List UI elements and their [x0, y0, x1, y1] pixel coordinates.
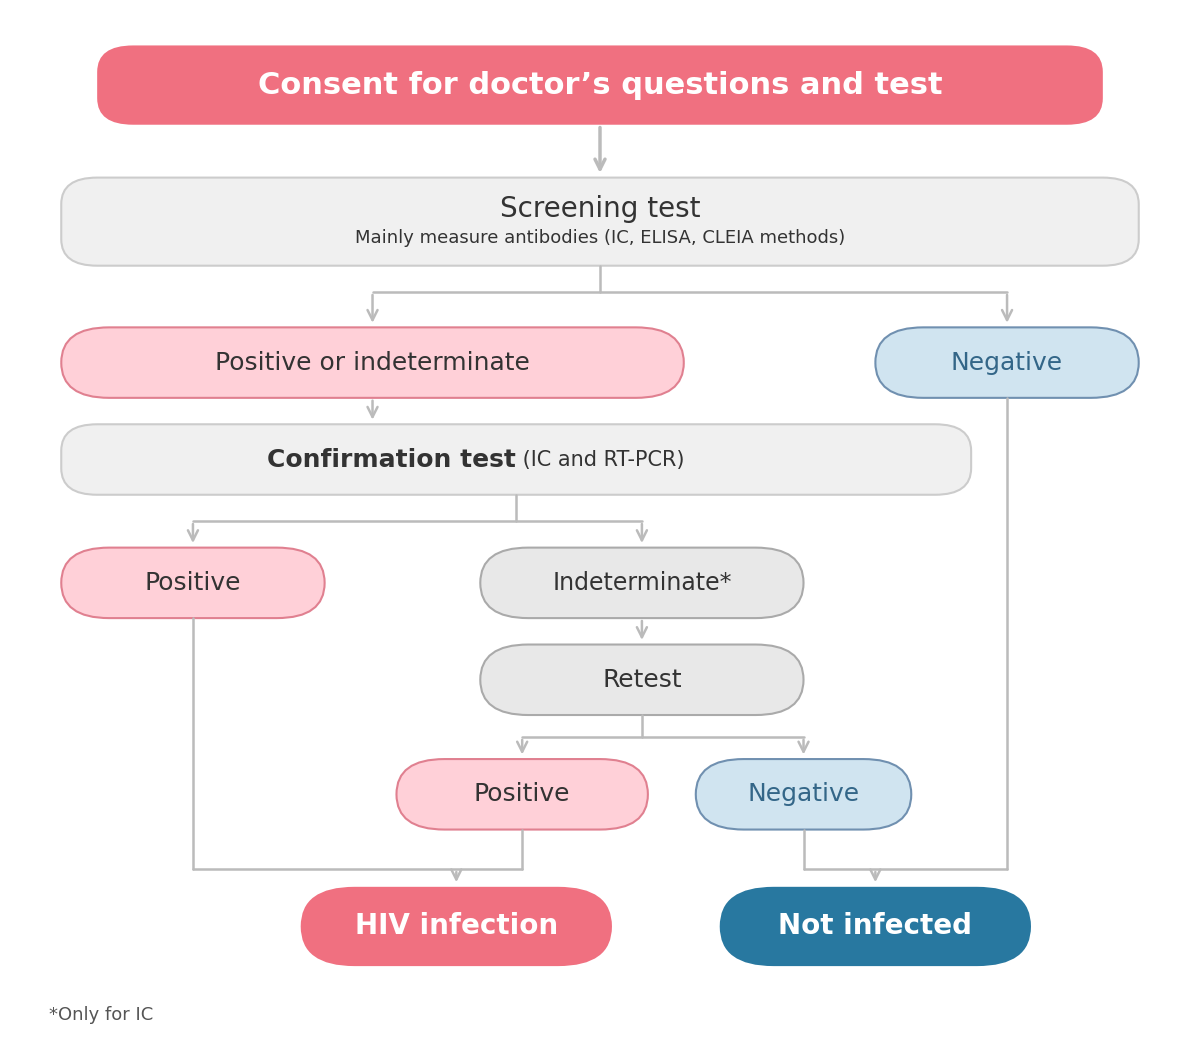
FancyBboxPatch shape — [480, 644, 804, 716]
Text: Mainly measure antibodies (IC, ELISA, CLEIA methods): Mainly measure antibodies (IC, ELISA, CL… — [355, 229, 845, 247]
Text: Indeterminate*: Indeterminate* — [552, 571, 732, 595]
FancyBboxPatch shape — [301, 887, 612, 966]
Text: HIV infection: HIV infection — [355, 913, 558, 940]
FancyBboxPatch shape — [875, 328, 1139, 398]
FancyBboxPatch shape — [61, 424, 971, 495]
FancyBboxPatch shape — [61, 328, 684, 398]
Text: Positive: Positive — [474, 782, 570, 807]
Text: Negative: Negative — [950, 351, 1063, 374]
FancyBboxPatch shape — [720, 887, 1031, 966]
Text: Positive: Positive — [145, 571, 241, 595]
Text: Consent for doctor’s questions and test: Consent for doctor’s questions and test — [258, 71, 942, 100]
Text: Retest: Retest — [602, 668, 682, 692]
Text: (IC and RT-PCR): (IC and RT-PCR) — [516, 449, 685, 470]
Text: Screening test: Screening test — [499, 195, 701, 224]
FancyBboxPatch shape — [97, 46, 1103, 125]
FancyBboxPatch shape — [396, 759, 648, 830]
Text: Negative: Negative — [748, 782, 859, 807]
Text: *Only for IC: *Only for IC — [49, 1006, 154, 1024]
FancyBboxPatch shape — [61, 178, 1139, 266]
Text: Not infected: Not infected — [779, 913, 972, 940]
FancyBboxPatch shape — [61, 548, 325, 618]
Text: Confirmation test: Confirmation test — [268, 447, 516, 472]
FancyBboxPatch shape — [696, 759, 911, 830]
FancyBboxPatch shape — [480, 548, 804, 618]
Text: Positive or indeterminate: Positive or indeterminate — [215, 351, 530, 374]
